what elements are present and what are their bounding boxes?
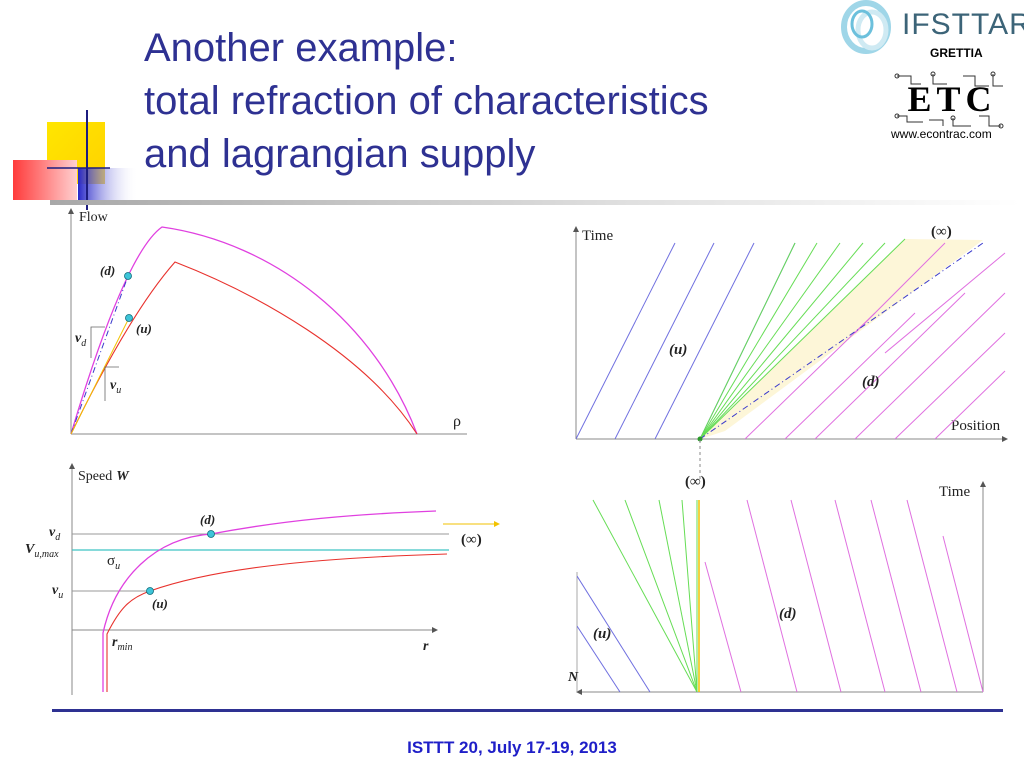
flow-density-diagram: Flow ρ (d) (u) vd vu	[68, 208, 467, 435]
time-position-diagram: Time Position	[573, 224, 1008, 442]
title-line-1: Another example:	[144, 26, 458, 70]
speed-spacing-diagram: Speed W vd Vu,max σu vu rmin r (d) (u) (∞…	[25, 463, 500, 695]
etc-logo-grid: ETC	[894, 71, 1004, 129]
title-line-2: total refraction of characteristics	[144, 79, 709, 123]
origin-point	[697, 436, 703, 442]
title-rule	[50, 200, 1020, 205]
vd-dashdot-characteristic	[699, 242, 984, 439]
n-region-d-label: (d)	[779, 606, 797, 622]
sigma-u-label: σu	[107, 553, 120, 572]
flow-axis-label: Flow	[79, 210, 109, 225]
footer-conference: ISTTT 20, July 17-19, 2013	[407, 738, 617, 757]
region-d-label: (d)	[862, 374, 880, 390]
vd-dashdot-line	[70, 275, 129, 435]
vu-tangent-line	[70, 317, 130, 435]
speed-axis-label: Speed W	[78, 469, 130, 484]
vd-label: vd	[75, 331, 87, 349]
slide-title: Another example: total refraction of cha…	[144, 22, 844, 181]
n-fan-characteristics	[592, 499, 698, 692]
spacing-axis-label: r	[423, 639, 429, 654]
point-u-marker	[125, 314, 133, 322]
vu-label: vu	[110, 378, 121, 396]
fan-characteristics	[699, 238, 906, 439]
n-downstream-characteristics	[704, 499, 984, 692]
connector-dashed-line	[699, 440, 701, 480]
vu-slope-triangle	[104, 366, 119, 401]
n-region-u-label: (u)	[593, 626, 611, 642]
point-u-label: (u)	[136, 321, 152, 336]
time-n-diagram: (∞) Time (u) (d) N	[567, 474, 986, 695]
point-d-label: (d)	[100, 263, 115, 278]
ifsttar-name: IFSTTAR	[902, 8, 1024, 41]
speed-point-d-label: (d)	[200, 512, 215, 527]
speed-point-d-marker	[207, 530, 215, 538]
rarefaction-region	[700, 239, 983, 439]
decorative-squares	[13, 110, 138, 210]
upstream-speed-curve	[106, 553, 448, 692]
speed-vd-label: vd	[49, 525, 61, 543]
speed-vu-label: vu	[52, 583, 63, 601]
time-axis-label: Time	[582, 228, 613, 244]
vd-slope-triangle	[90, 326, 105, 358]
title-line-3: and lagrangian supply	[144, 132, 536, 176]
etc-url: www.econtrac.com	[891, 127, 992, 141]
etc-text: ETC	[907, 79, 996, 119]
red-square	[13, 160, 77, 200]
point-d-marker	[124, 272, 132, 280]
n-axis-label: N	[567, 670, 579, 685]
region-u-label: (u)	[669, 342, 687, 358]
n-infinity-label: (∞)	[685, 474, 706, 490]
position-axis-label: Position	[951, 418, 1001, 434]
rmin-label: rmin	[112, 635, 132, 653]
n-upstream-characteristics	[577, 575, 651, 692]
infinity-label-top: (∞)	[931, 224, 952, 240]
upstream-fundamental-curve	[70, 261, 418, 435]
ifsttar-logo	[841, 0, 891, 54]
rho-axis-label: ρ	[453, 413, 461, 430]
downstream-characteristics	[744, 242, 1006, 439]
grettia-name: GRETTIA	[930, 46, 983, 60]
vumax-label: Vu,max	[25, 542, 59, 560]
speed-infinity-label: (∞)	[461, 532, 482, 548]
upstream-characteristics	[576, 242, 796, 439]
speed-point-u-label: (u)	[152, 596, 168, 611]
speed-point-u-marker	[146, 587, 154, 595]
n-time-axis-label: Time	[939, 484, 970, 500]
footer-rule	[52, 709, 1003, 712]
downstream-fundamental-curve	[70, 226, 418, 435]
